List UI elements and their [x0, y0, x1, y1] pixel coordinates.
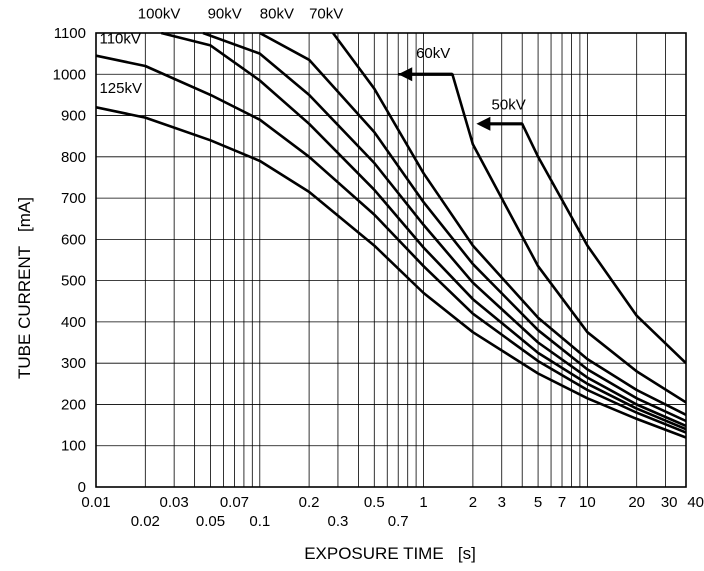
y-tick-label: 200	[61, 396, 86, 413]
grid	[95, 32, 687, 488]
y-tick-label: 600	[61, 231, 86, 248]
label-100kV: 100kV	[138, 6, 181, 23]
x-tick-label: 0.7	[388, 513, 409, 530]
arrows	[398, 67, 523, 131]
x-tick-label: 0.03	[160, 494, 189, 511]
x-tick-label: 0.02	[131, 513, 160, 530]
plot-frame	[95, 32, 687, 488]
label-60kV: 60kV	[416, 45, 450, 62]
label-50kV: 50kV	[492, 96, 526, 113]
arrow-head	[398, 67, 413, 82]
curve-60kV	[398, 73, 686, 404]
label-110kV: 110kV	[99, 30, 140, 47]
curves	[96, 32, 686, 439]
tick-labels: 0.010.020.030.050.070.10.20.30.50.71 2 3 5 7…	[53, 25, 704, 530]
x-tick-label: 20	[628, 494, 645, 511]
y-tick-label: 800	[61, 149, 86, 166]
curve-labels: 100kV 90kV 80kV 70kV 110kV 125kV 60kV 50kV	[99, 6, 525, 114]
x-tick-label: 1	[419, 494, 427, 511]
x-tick-label: 2	[469, 494, 477, 511]
y-tick-label: 0	[78, 479, 86, 496]
x-tick-label: 0.1	[249, 513, 270, 530]
y-tick-label: 700	[61, 190, 86, 207]
x-axis-label: EXPOSURE TIME [s]	[304, 544, 476, 563]
label-80kV: 80kV	[260, 6, 294, 23]
x-tick-label: 0.07	[220, 494, 249, 511]
curve-110kV	[96, 54, 686, 434]
x-tick-label: 3	[498, 494, 506, 511]
x-tick-label: 0.2	[299, 494, 320, 511]
x-tick-label: 0.3	[328, 513, 349, 530]
curve-70kV	[331, 32, 686, 416]
x-tick-label: 10	[579, 494, 596, 511]
y-tick-label: 1100	[54, 25, 86, 42]
x-tick-label: 40	[687, 494, 704, 511]
label-90kV: 90kV	[208, 6, 242, 23]
y-axis-label: TUBE CURRENT [mA]	[15, 197, 34, 379]
x-tick-label: 0.05	[196, 513, 225, 530]
x-tick-label: 5	[534, 494, 542, 511]
x-tick-label: 0.5	[364, 494, 385, 511]
curve-100kV	[160, 32, 686, 431]
curve-90kV	[202, 32, 686, 428]
y-tick-label: 300	[61, 355, 86, 372]
arrow-head	[476, 116, 491, 131]
label-70kV: 70kV	[309, 6, 343, 23]
label-125kV: 125kV	[99, 80, 142, 97]
curve-80kV	[259, 32, 686, 423]
y-tick-label: 400	[61, 314, 86, 331]
y-tick-label: 500	[61, 273, 86, 290]
x-tick-label: 0.01	[81, 494, 110, 511]
y-tick-label: 900	[61, 108, 86, 125]
y-tick-label: 100	[61, 438, 86, 455]
x-tick-label: 7	[558, 494, 566, 511]
x-tick-label: 30	[661, 494, 678, 511]
y-tick-label: 1000	[53, 66, 86, 83]
curve-125kV	[96, 106, 686, 439]
